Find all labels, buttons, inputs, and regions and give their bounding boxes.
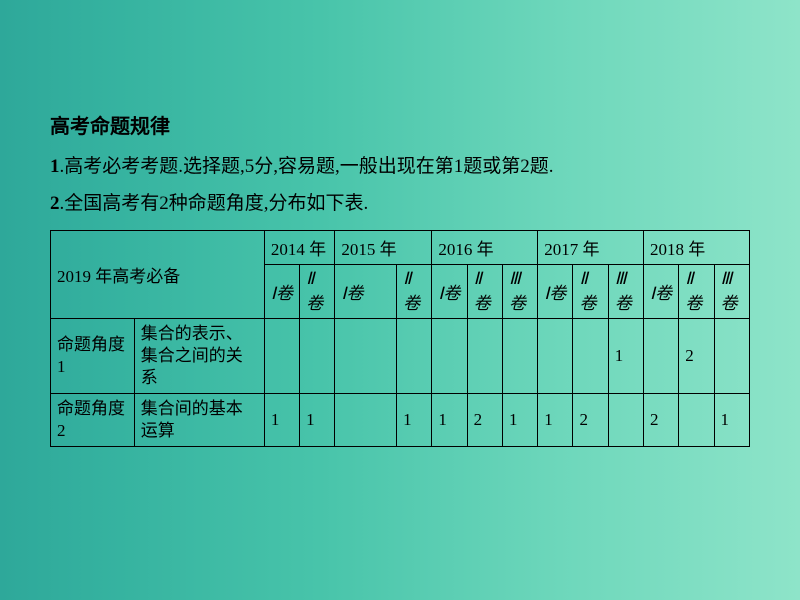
- vol-2015-1: Ⅰ卷: [335, 265, 397, 319]
- intro-line-1: 1.高考必考考题.选择题,5分,容易题,一般出现在第1题或第2题.: [50, 153, 750, 182]
- vol-2016-1: Ⅰ卷: [432, 265, 467, 319]
- cell: 1: [300, 394, 335, 447]
- line1-number: 1: [50, 156, 60, 177]
- cell: 1: [502, 394, 537, 447]
- vol-2017-2: Ⅱ卷: [573, 265, 608, 319]
- cell: 1: [264, 394, 299, 447]
- cell: [679, 394, 714, 447]
- cell: [300, 319, 335, 394]
- cell: [714, 319, 749, 394]
- cell: 1: [538, 394, 573, 447]
- line1-text: .高考必考考题.选择题,5分,容易题,一般出现在第1题或第2题.: [60, 156, 554, 177]
- year-2015: 2015 年: [335, 231, 432, 265]
- vol-2016-2: Ⅱ卷: [467, 265, 502, 319]
- line2-text: .全国高考有2种命题角度,分布如下表.: [60, 193, 369, 214]
- cell: [573, 319, 608, 394]
- vol-2016-3: Ⅲ卷: [502, 265, 537, 319]
- vol-2014-1: Ⅰ卷: [264, 265, 299, 319]
- vol-2014-2: Ⅱ卷: [300, 265, 335, 319]
- cell: 1: [432, 394, 467, 447]
- angle-2-topic: 集合间的基本运算: [134, 394, 264, 447]
- exam-pattern-table: 2019 年高考必备 2014 年 2015 年 2016 年 2017 年 2…: [50, 230, 750, 447]
- vol-2018-1: Ⅰ卷: [644, 265, 679, 319]
- cell: 2: [644, 394, 679, 447]
- angle-1-label: 命题角度 1: [51, 319, 135, 394]
- cell: 1: [397, 394, 432, 447]
- cell: [502, 319, 537, 394]
- cell: 1: [714, 394, 749, 447]
- table-row: 命题角度 2 集合间的基本运算 1 1 1 1 2 1 1 2 2 1: [51, 394, 750, 447]
- cell: [644, 319, 679, 394]
- year-2014: 2014 年: [264, 231, 335, 265]
- vol-2015-2: Ⅱ卷: [397, 265, 432, 319]
- page-heading: 高考命题规律: [50, 110, 750, 139]
- cell: [432, 319, 467, 394]
- angle-2-label: 命题角度 2: [51, 394, 135, 447]
- vol-2017-1: Ⅰ卷: [538, 265, 573, 319]
- angle-1-topic: 集合的表示、集合之间的关系: [134, 319, 264, 394]
- cell: 2: [467, 394, 502, 447]
- vol-2018-3: Ⅲ卷: [714, 265, 749, 319]
- table-header-row-years: 2019 年高考必备 2014 年 2015 年 2016 年 2017 年 2…: [51, 231, 750, 265]
- vol-2017-3: Ⅲ卷: [608, 265, 643, 319]
- cell: [467, 319, 502, 394]
- cell: [335, 319, 397, 394]
- cell: [538, 319, 573, 394]
- year-2018: 2018 年: [644, 231, 750, 265]
- cell: 1: [608, 319, 643, 394]
- prep-label-cell: 2019 年高考必备: [51, 231, 265, 319]
- cell: [335, 394, 397, 447]
- cell: [397, 319, 432, 394]
- cell: [608, 394, 643, 447]
- vol-2018-2: Ⅱ卷: [679, 265, 714, 319]
- line2-number: 2: [50, 193, 60, 214]
- year-2016: 2016 年: [432, 231, 538, 265]
- table-row: 命题角度 1 集合的表示、集合之间的关系 1 2: [51, 319, 750, 394]
- cell: 2: [573, 394, 608, 447]
- intro-line-2: 2.全国高考有2种命题角度,分布如下表.: [50, 190, 750, 219]
- year-2017: 2017 年: [538, 231, 644, 265]
- cell: [264, 319, 299, 394]
- cell: 2: [679, 319, 714, 394]
